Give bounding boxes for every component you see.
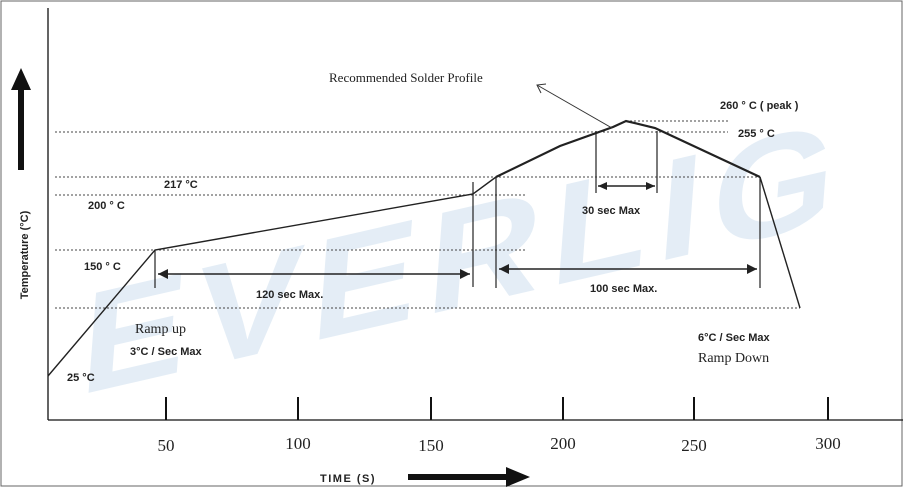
ramp-up-rate: 3°C / Sec Max (130, 346, 203, 358)
title-callout-arrow (536, 83, 613, 129)
temp-label-150: 150 ° C (84, 261, 121, 273)
chart-title: Recommended Solder Profile (329, 70, 483, 85)
x-tick-label-250: 250 (681, 436, 707, 455)
dimension-liquidus (499, 264, 757, 274)
temp-label-260: 260 ° C ( peak ) (720, 100, 799, 112)
temp-label-25: 25 °C (67, 372, 95, 384)
duration-label-peak: 30 sec Max (582, 205, 641, 217)
temp-label-200: 200 ° C (88, 200, 125, 212)
ramp-up-label: Ramp up (135, 322, 186, 337)
x-ticks (165, 397, 829, 420)
x-tick-label-150: 150 (418, 436, 444, 455)
profile-preheat-curve (47, 176, 497, 377)
x-tick-label-300: 300 (815, 434, 841, 453)
dimension-peak (598, 182, 655, 190)
x-tick-label-100: 100 (285, 434, 311, 453)
duration-label-liquidus: 100 sec Max. (590, 283, 657, 295)
dimension-preheat (158, 269, 470, 279)
y-axis-arrow (11, 68, 31, 170)
temp-label-217: 217 °C (164, 179, 198, 191)
x-tick-label-200: 200 (550, 434, 576, 453)
profile-reflow-curve (495, 119, 761, 178)
duration-label-preheat: 120 sec Max. (256, 289, 323, 301)
x-tick-label-50: 50 (158, 436, 175, 455)
y-axis-label: Temperature (°C) (19, 210, 31, 299)
x-axis-arrow (408, 467, 530, 487)
profile-cooldown-curve (759, 176, 801, 309)
ramp-down-rate: 6°C / Sec Max (698, 332, 771, 344)
x-axis-label: TIME (S) (320, 473, 376, 485)
ramp-down-label: Ramp Down (698, 351, 769, 366)
temp-label-255: 255 ° C (738, 128, 775, 140)
